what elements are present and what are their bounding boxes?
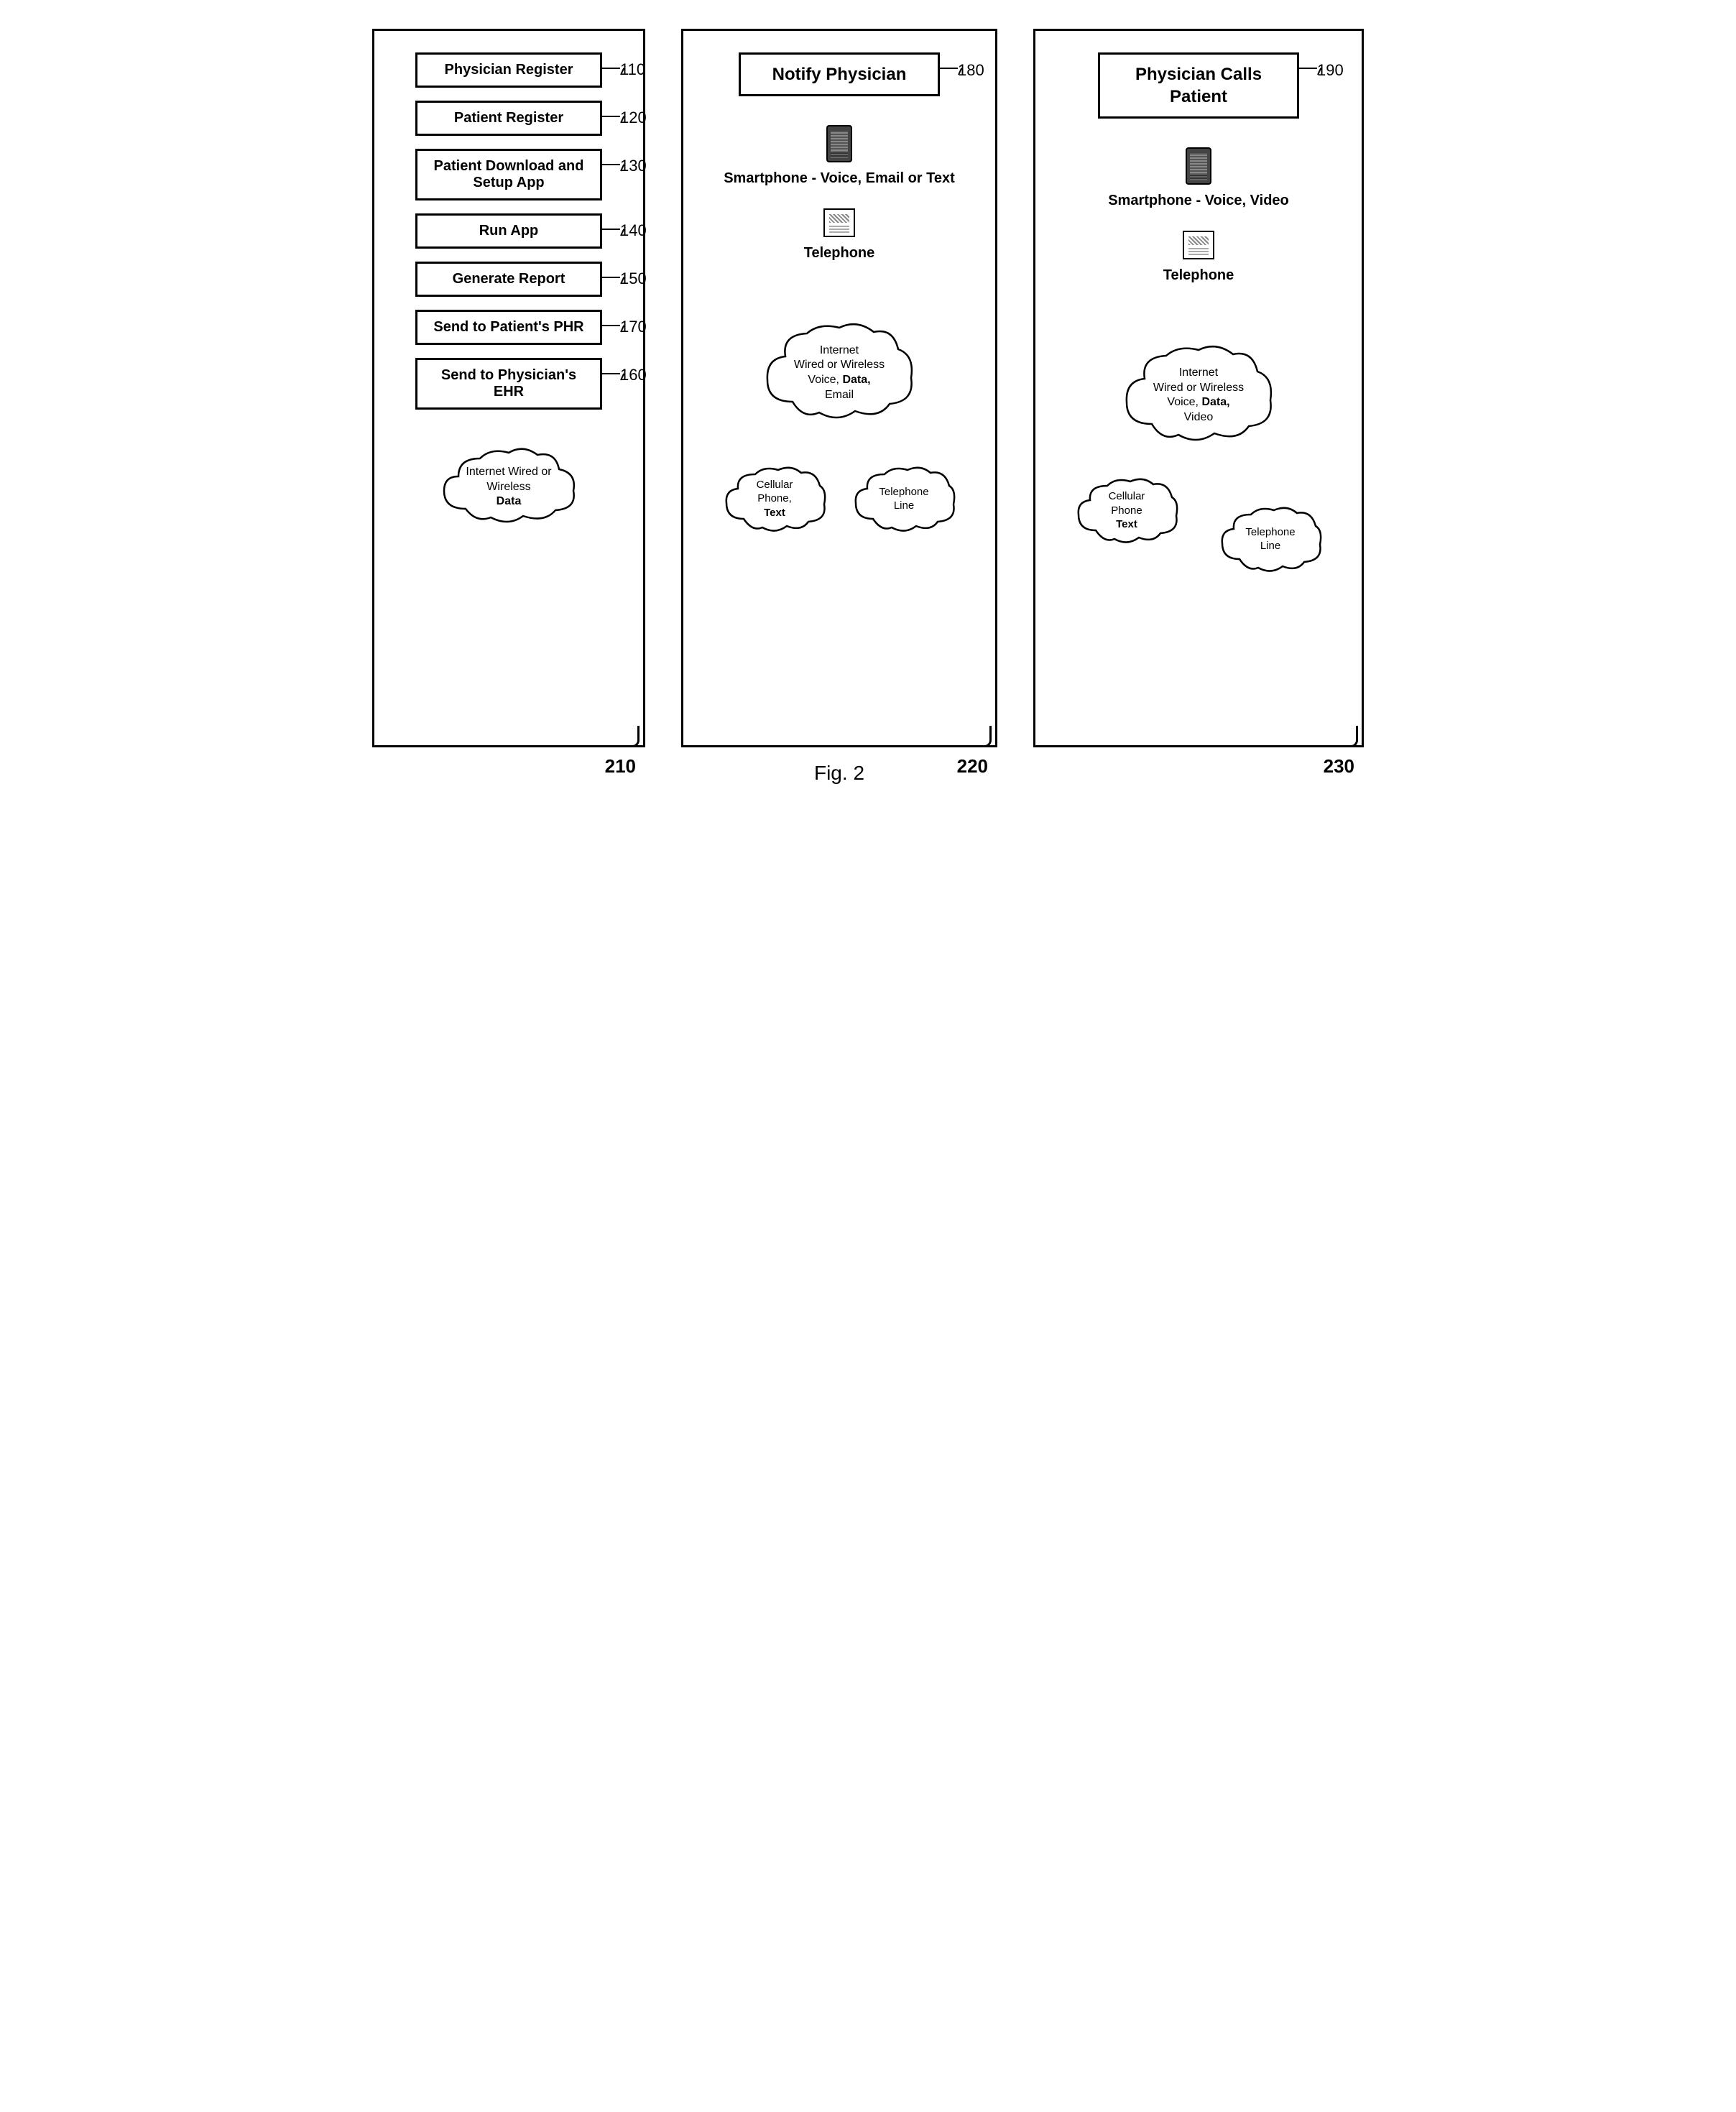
cloud-line: Wired or Wireless bbox=[1153, 382, 1244, 394]
panel-ref-num: 210 bbox=[605, 755, 636, 778]
telephone-icon bbox=[1183, 231, 1214, 259]
box-patient-download: Patient Download and Setup App 130 bbox=[415, 149, 602, 200]
box-label: Run App bbox=[479, 223, 539, 239]
box-label: Send to Physician's EHR bbox=[441, 367, 576, 400]
panel-ref-num: 220 bbox=[957, 755, 988, 778]
leader-line bbox=[600, 164, 620, 165]
box-physician-register: Physician Register 110 bbox=[415, 52, 602, 88]
cloud-cellular: Cellular Phone Text bbox=[1073, 474, 1181, 546]
ref-num: 170 bbox=[620, 318, 647, 336]
telephone-section: Telephone bbox=[1163, 231, 1234, 284]
ref-num: 110 bbox=[620, 60, 645, 79]
cloud-line: Text bbox=[1116, 518, 1137, 530]
cloud-line: Line bbox=[894, 499, 914, 512]
cloud-line: Email bbox=[825, 389, 854, 401]
panel-leader bbox=[970, 726, 992, 747]
cloud-internet-data: Internet Wired or Wireless Data bbox=[437, 444, 581, 530]
box-generate-report: Generate Report 150 bbox=[415, 262, 602, 297]
cloud-line: Phone, bbox=[757, 492, 792, 504]
panel-leader bbox=[1336, 726, 1358, 747]
box-label: Physician Register bbox=[445, 62, 573, 78]
box-label: Generate Report bbox=[453, 271, 565, 287]
leader-line bbox=[600, 229, 620, 230]
cloud-internet-main: Internet Wired or Wireless Voice, Data, … bbox=[760, 319, 918, 427]
box-patient-register: Patient Register 120 bbox=[415, 101, 602, 136]
figure-2-diagram: Physician Register 110 Patient Register … bbox=[372, 29, 1364, 747]
cloud-line: Telephone bbox=[879, 486, 928, 498]
leader-line bbox=[1297, 68, 1317, 69]
cloud-line: Voice, bbox=[808, 374, 839, 386]
telephone-icon bbox=[823, 208, 855, 237]
leader-line bbox=[600, 116, 620, 117]
cloud-line: Data bbox=[497, 495, 522, 507]
cloud-line: Line bbox=[1260, 540, 1280, 552]
cloud-line: Phone bbox=[1111, 504, 1142, 517]
cloud-line: Wireless bbox=[486, 481, 530, 493]
box-label: Patient Download and Setup App bbox=[434, 158, 584, 190]
leader-line bbox=[600, 373, 620, 374]
cloud-text: Telephone Line bbox=[1231, 525, 1309, 553]
cloud-line: Internet bbox=[820, 344, 859, 356]
title-label: Notify Physician bbox=[772, 65, 907, 84]
cloud-line: Internet bbox=[1179, 366, 1218, 379]
panel-ref-num: 230 bbox=[1324, 755, 1354, 778]
cloud-text: Cellular Phone Text bbox=[1094, 489, 1160, 532]
smartphone-icon bbox=[826, 125, 852, 162]
cloud-line: Data, bbox=[842, 374, 870, 386]
title-notify-physician: Notify Physician 180 bbox=[739, 52, 940, 96]
cloud-text: Internet Wired or Wireless Voice, Data, … bbox=[1139, 366, 1258, 425]
box-label: Send to Patient's PHR bbox=[433, 319, 583, 335]
telephone-label: Telephone bbox=[1163, 267, 1234, 284]
cloud-row: Cellular Phone, Text Telephone Line bbox=[721, 452, 958, 545]
cloud-line: Voice, bbox=[1167, 396, 1199, 408]
ref-num: 120 bbox=[620, 109, 647, 127]
panel-220: Notify Physician 180 Smartphone - Voice,… bbox=[681, 29, 997, 747]
leader-line bbox=[600, 68, 620, 69]
cloud-telephone-line: Telephone Line bbox=[1216, 503, 1324, 575]
leader-line bbox=[600, 277, 620, 278]
box-send-ehr: Send to Physician's EHR 160 bbox=[415, 358, 602, 410]
cloud-line: Wired or Wireless bbox=[794, 359, 885, 371]
cloud-internet-main: Internet Wired or Wireless Voice, Data, … bbox=[1119, 341, 1278, 449]
ref-num: 130 bbox=[620, 157, 647, 175]
cloud-line: Telephone bbox=[1245, 526, 1295, 538]
ref-num: 160 bbox=[620, 366, 647, 384]
cloud-line: Cellular bbox=[757, 479, 793, 491]
cloud-line: Data, bbox=[1201, 396, 1229, 408]
panel-leader bbox=[618, 726, 640, 747]
title-label: Physician Calls Patient bbox=[1135, 65, 1262, 106]
ref-num: 140 bbox=[620, 221, 647, 240]
smartphone-label: Smartphone - Voice, Video bbox=[1108, 193, 1289, 209]
cloud-telephone-line: Telephone Line bbox=[850, 463, 958, 535]
cloud-line: Video bbox=[1184, 411, 1214, 423]
smartphone-label: Smartphone - Voice, Email or Text bbox=[724, 170, 955, 187]
ref-num: 190 bbox=[1317, 60, 1344, 81]
smartphone-section: Smartphone - Voice, Email or Text bbox=[724, 125, 955, 187]
title-physician-calls: Physician Calls Patient 190 bbox=[1098, 52, 1299, 119]
telephone-label: Telephone bbox=[804, 245, 875, 262]
box-label: Patient Register bbox=[454, 110, 563, 126]
cloud-text: Cellular Phone, Text bbox=[742, 478, 808, 520]
cloud-text: Internet Wired or Wireless Data bbox=[451, 465, 565, 509]
telephone-section: Telephone bbox=[804, 208, 875, 262]
box-send-phr: Send to Patient's PHR 170 bbox=[415, 310, 602, 345]
cloud-line: Cellular bbox=[1109, 490, 1145, 502]
cloud-text: Telephone Line bbox=[864, 485, 943, 513]
figure-label: Fig. 2 bbox=[767, 762, 911, 785]
cloud-text: Internet Wired or Wireless Voice, Data, … bbox=[780, 343, 899, 403]
smartphone-section: Smartphone - Voice, Video bbox=[1108, 147, 1289, 209]
leader-line bbox=[938, 68, 958, 69]
cloud-row: Cellular Phone Text Telephone Line bbox=[1073, 474, 1324, 586]
cloud-cellular: Cellular Phone, Text bbox=[721, 463, 828, 535]
smartphone-icon bbox=[1186, 147, 1211, 185]
leader-line bbox=[600, 325, 620, 326]
box-run-app: Run App 140 bbox=[415, 213, 602, 249]
panel-210: Physician Register 110 Patient Register … bbox=[372, 29, 645, 747]
panel-230: Physician Calls Patient 190 Smartphone -… bbox=[1033, 29, 1364, 747]
cloud-line: Internet Wired or bbox=[466, 466, 551, 478]
cloud-line: Text bbox=[764, 507, 785, 519]
ref-num: 180 bbox=[958, 60, 984, 81]
ref-num: 150 bbox=[620, 269, 647, 288]
